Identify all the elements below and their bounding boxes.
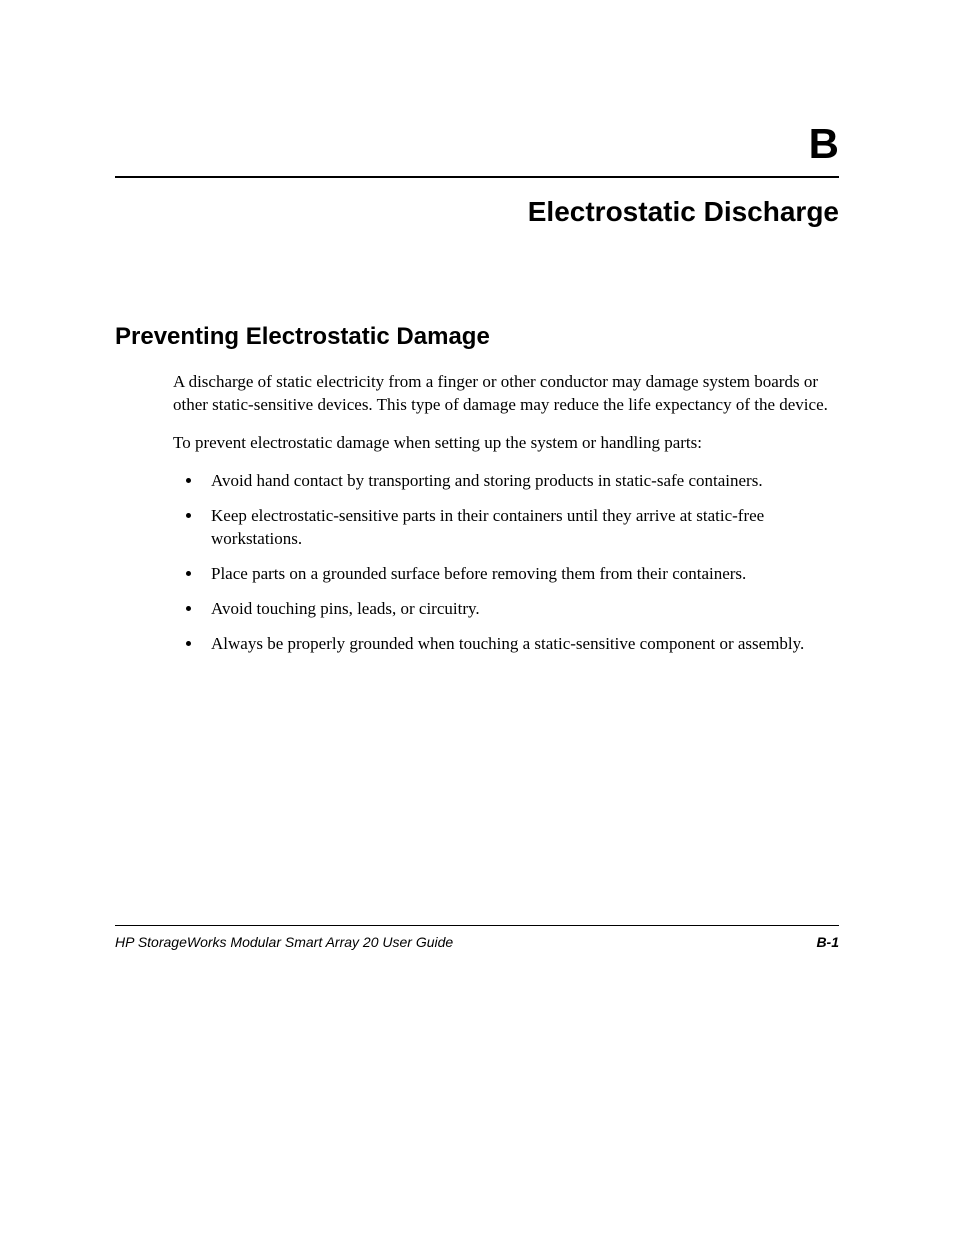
- document-page: B Electrostatic Discharge Preventing Ele…: [0, 0, 954, 1235]
- footer-doc-title: HP StorageWorks Modular Smart Array 20 U…: [115, 934, 453, 950]
- footer-page-number: B-1: [816, 934, 839, 950]
- section-heading: Preventing Electrostatic Damage: [115, 323, 839, 351]
- list-item: Avoid hand contact by transporting and s…: [203, 470, 839, 493]
- appendix-title: Electrostatic Discharge: [115, 196, 839, 228]
- list-item: Always be properly grounded when touchin…: [203, 633, 839, 656]
- list-item: Avoid touching pins, leads, or circuitry…: [203, 598, 839, 621]
- list-item: Keep electrostatic-sensitive parts in th…: [203, 505, 839, 551]
- bullet-list: Avoid hand contact by transporting and s…: [173, 470, 839, 656]
- footer-divider: [115, 925, 839, 926]
- page-footer: HP StorageWorks Modular Smart Array 20 U…: [115, 925, 839, 950]
- appendix-letter: B: [115, 120, 839, 168]
- body-paragraph: To prevent electrostatic damage when set…: [173, 432, 839, 455]
- list-item: Place parts on a grounded surface before…: [203, 563, 839, 586]
- body-paragraph: A discharge of static electricity from a…: [173, 371, 839, 417]
- footer-content: HP StorageWorks Modular Smart Array 20 U…: [115, 934, 839, 950]
- header-divider: [115, 176, 839, 178]
